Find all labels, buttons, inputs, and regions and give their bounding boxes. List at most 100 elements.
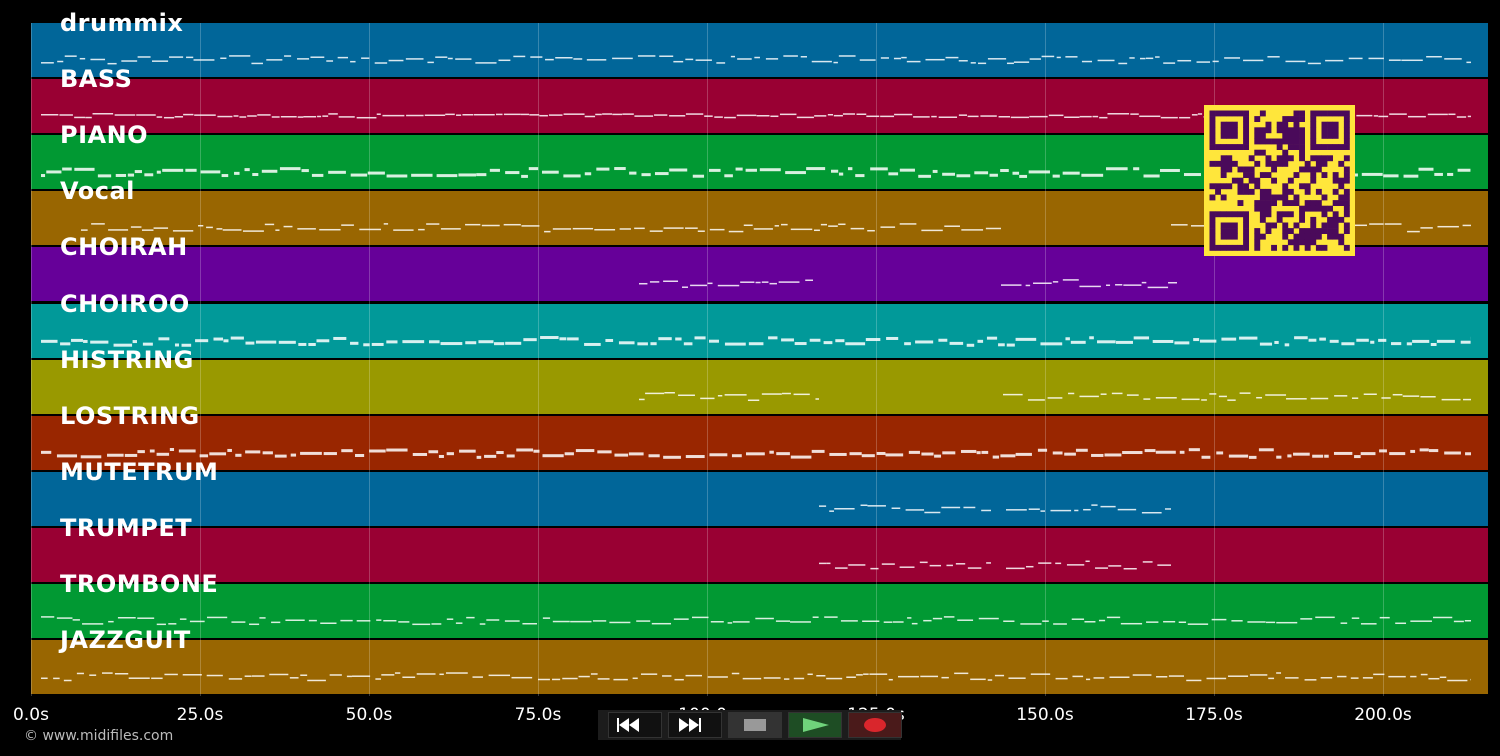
- note: [1211, 618, 1227, 621]
- track-lane-histring[interactable]: HISTRING: [31, 346, 1488, 414]
- note: [1179, 450, 1185, 454]
- note: [685, 674, 702, 677]
- note: [1091, 504, 1098, 506]
- note: [316, 338, 330, 342]
- note: [977, 62, 987, 65]
- note: [1020, 623, 1042, 625]
- note: [486, 619, 500, 621]
- track-lane-choirah[interactable]: CHOIRAH: [31, 233, 1488, 302]
- note: [987, 58, 1007, 60]
- note: [213, 337, 224, 341]
- note: [954, 672, 969, 675]
- note: [634, 227, 645, 230]
- note: [697, 230, 705, 233]
- note: [520, 113, 530, 116]
- qr-code[interactable]: [1204, 105, 1355, 256]
- track-lane-choiroo[interactable]: CHOIROO: [31, 290, 1488, 358]
- note: [1329, 339, 1339, 343]
- note: [1081, 173, 1104, 177]
- note: [838, 172, 844, 176]
- note: [522, 622, 537, 625]
- note: [376, 113, 381, 116]
- fast-forward-button[interactable]: [668, 712, 722, 738]
- note: [724, 174, 733, 178]
- note: [597, 450, 612, 454]
- note: [200, 170, 221, 174]
- note: [949, 341, 964, 345]
- note: [573, 58, 583, 60]
- note: [1081, 60, 1093, 63]
- note: [1228, 454, 1249, 458]
- note: [1179, 117, 1191, 119]
- note: [925, 58, 945, 61]
- note: [495, 113, 503, 116]
- track-lane-lostring[interactable]: LOSTRING: [31, 402, 1488, 470]
- stop-button[interactable]: [728, 712, 782, 738]
- note: [223, 338, 229, 342]
- note: [1287, 454, 1292, 458]
- note: [156, 623, 166, 626]
- note: [266, 59, 283, 61]
- note: [1098, 619, 1106, 622]
- note: [307, 679, 326, 682]
- track-label: PIANO: [60, 121, 149, 150]
- note: [846, 676, 856, 679]
- note: [845, 341, 866, 345]
- note: [590, 673, 598, 675]
- note: [1197, 113, 1203, 115]
- note: [227, 448, 232, 452]
- note: [829, 452, 847, 456]
- note: [382, 114, 405, 117]
- note: [1457, 168, 1471, 172]
- note: [359, 229, 381, 231]
- note: [835, 338, 845, 342]
- note: [888, 172, 899, 176]
- note: [886, 336, 899, 340]
- note: [164, 673, 178, 676]
- note: [168, 623, 177, 625]
- note: [1308, 338, 1317, 342]
- track-lane-jazzguit[interactable]: JAZZGUIT: [31, 626, 1488, 695]
- note: [1193, 337, 1200, 341]
- note: [446, 451, 454, 455]
- play-button[interactable]: [788, 712, 842, 738]
- note: [320, 622, 337, 624]
- note: [181, 343, 192, 347]
- note: [681, 286, 689, 289]
- track-lane-drummix[interactable]: drummix: [31, 9, 1488, 78]
- note: [1133, 335, 1150, 339]
- note: [1206, 677, 1227, 680]
- note: [41, 677, 48, 680]
- track-lane-trumpet[interactable]: TRUMPET: [31, 514, 1488, 582]
- note: [1141, 282, 1147, 284]
- note: [586, 59, 607, 61]
- note: [662, 675, 672, 677]
- note: [179, 618, 187, 620]
- note: [438, 454, 444, 458]
- note: [455, 58, 472, 60]
- note: [811, 449, 825, 453]
- note: [584, 342, 601, 346]
- note: [1437, 226, 1459, 228]
- note: [59, 114, 73, 116]
- note: [1294, 335, 1308, 339]
- note: [813, 229, 820, 232]
- note: [319, 229, 341, 231]
- note: [41, 339, 58, 343]
- record-button[interactable]: [848, 712, 902, 738]
- note: [945, 56, 959, 59]
- note: [1427, 113, 1448, 116]
- track-lane-trombone[interactable]: TROMBONE: [31, 570, 1488, 639]
- note: [74, 168, 95, 172]
- rewind-button[interactable]: [608, 712, 662, 738]
- track-lane-mutetrum[interactable]: MUTETRUM: [31, 458, 1488, 526]
- note: [761, 281, 769, 284]
- note: [1209, 392, 1217, 395]
- note: [709, 452, 728, 456]
- note: [303, 116, 317, 118]
- note: [737, 58, 752, 60]
- note: [816, 675, 826, 677]
- note: [1216, 451, 1224, 455]
- note: [717, 394, 723, 397]
- note: [747, 399, 760, 401]
